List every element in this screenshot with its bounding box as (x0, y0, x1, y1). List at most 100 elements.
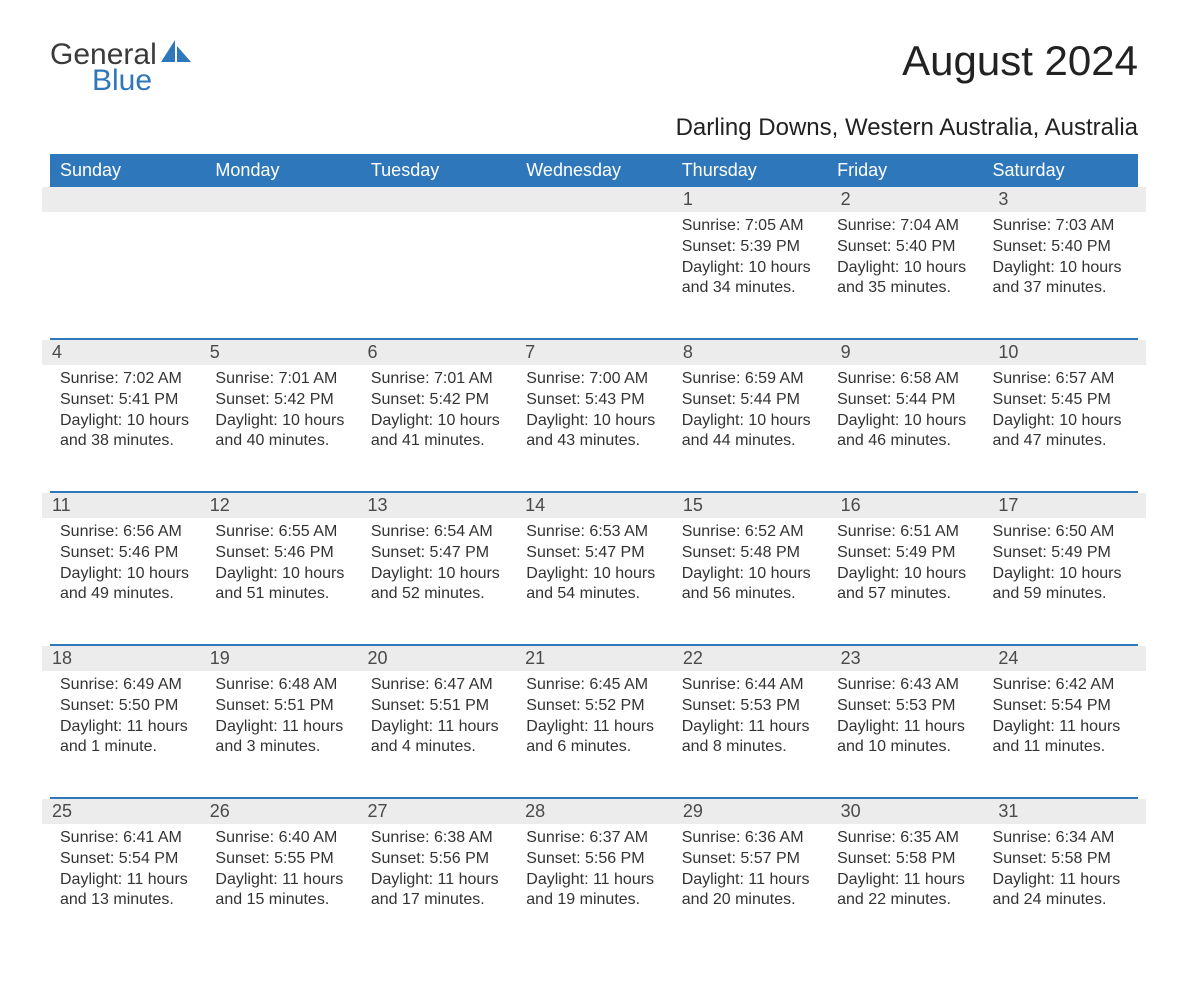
sunrise-text: Sunrise: 7:01 AM (215, 369, 350, 390)
daylight2-text: and 3 minutes. (215, 737, 350, 758)
day-body: Sunrise: 6:51 AMSunset: 5:49 PMDaylight:… (835, 522, 974, 605)
day-body: Sunrise: 6:37 AMSunset: 5:56 PMDaylight:… (524, 828, 663, 911)
day-cell: Sunrise: 6:48 AMSunset: 5:51 PMDaylight:… (205, 675, 360, 797)
daylight2-text: and 10 minutes. (837, 737, 972, 758)
sunrise-text: Sunrise: 6:54 AM (371, 522, 506, 543)
day-number: 8 (673, 340, 831, 365)
day-body: Sunrise: 6:59 AMSunset: 5:44 PMDaylight:… (680, 369, 819, 452)
day-cell: Sunrise: 6:38 AMSunset: 5:56 PMDaylight:… (361, 828, 516, 950)
day-body: Sunrise: 6:43 AMSunset: 5:53 PMDaylight:… (835, 675, 974, 758)
day-cell: Sunrise: 6:41 AMSunset: 5:54 PMDaylight:… (50, 828, 205, 950)
day-body: Sunrise: 7:02 AMSunset: 5:41 PMDaylight:… (58, 369, 197, 452)
sunrise-text: Sunrise: 6:57 AM (993, 369, 1128, 390)
week-row: 11121314151617Sunrise: 6:56 AMSunset: 5:… (50, 491, 1138, 644)
day-cell (50, 216, 205, 338)
day-body: Sunrise: 6:35 AMSunset: 5:58 PMDaylight:… (835, 828, 974, 911)
day-number: 26 (200, 799, 358, 824)
day-body: Sunrise: 6:38 AMSunset: 5:56 PMDaylight:… (369, 828, 508, 911)
daylight1-text: Daylight: 10 hours (60, 411, 195, 432)
sunset-text: Sunset: 5:54 PM (993, 696, 1128, 717)
daylight1-text: Daylight: 11 hours (371, 870, 506, 891)
sunset-text: Sunset: 5:54 PM (60, 849, 195, 870)
day-cell: Sunrise: 6:54 AMSunset: 5:47 PMDaylight:… (361, 522, 516, 644)
sunset-text: Sunset: 5:46 PM (60, 543, 195, 564)
day-body: Sunrise: 7:04 AMSunset: 5:40 PMDaylight:… (835, 216, 974, 299)
sunrise-text: Sunrise: 6:59 AM (682, 369, 817, 390)
day-cell: Sunrise: 6:43 AMSunset: 5:53 PMDaylight:… (827, 675, 982, 797)
day-body: Sunrise: 6:48 AMSunset: 5:51 PMDaylight:… (213, 675, 352, 758)
daylight1-text: Daylight: 11 hours (371, 717, 506, 738)
sunrise-text: Sunrise: 6:48 AM (215, 675, 350, 696)
day-cell: Sunrise: 7:03 AMSunset: 5:40 PMDaylight:… (983, 216, 1138, 338)
day-cell: Sunrise: 7:01 AMSunset: 5:42 PMDaylight:… (361, 369, 516, 491)
sunset-text: Sunset: 5:46 PM (215, 543, 350, 564)
day-number (357, 187, 515, 212)
sunset-text: Sunset: 5:53 PM (837, 696, 972, 717)
day-number: 6 (357, 340, 515, 365)
daylight1-text: Daylight: 10 hours (526, 411, 661, 432)
daylight2-text: and 24 minutes. (993, 890, 1128, 911)
daylight1-text: Daylight: 10 hours (993, 258, 1128, 279)
sunset-text: Sunset: 5:48 PM (682, 543, 817, 564)
daylight2-text: and 13 minutes. (60, 890, 195, 911)
sunrise-text: Sunrise: 6:42 AM (993, 675, 1128, 696)
day-body: Sunrise: 6:40 AMSunset: 5:55 PMDaylight:… (213, 828, 352, 911)
daylight1-text: Daylight: 10 hours (215, 564, 350, 585)
day-cell: Sunrise: 7:02 AMSunset: 5:41 PMDaylight:… (50, 369, 205, 491)
sunset-text: Sunset: 5:56 PM (371, 849, 506, 870)
day-cell: Sunrise: 6:47 AMSunset: 5:51 PMDaylight:… (361, 675, 516, 797)
daylight2-text: and 49 minutes. (60, 584, 195, 605)
day-number: 29 (673, 799, 831, 824)
daylight1-text: Daylight: 11 hours (60, 717, 195, 738)
day-number: 31 (988, 799, 1146, 824)
sunset-text: Sunset: 5:44 PM (682, 390, 817, 411)
day-cell: Sunrise: 6:56 AMSunset: 5:46 PMDaylight:… (50, 522, 205, 644)
daylight1-text: Daylight: 11 hours (215, 870, 350, 891)
day-cell: Sunrise: 7:04 AMSunset: 5:40 PMDaylight:… (827, 216, 982, 338)
sunset-text: Sunset: 5:57 PM (682, 849, 817, 870)
day-cell: Sunrise: 6:44 AMSunset: 5:53 PMDaylight:… (672, 675, 827, 797)
daylight1-text: Daylight: 11 hours (993, 870, 1128, 891)
daylight2-text: and 34 minutes. (682, 278, 817, 299)
day-cell: Sunrise: 6:59 AMSunset: 5:44 PMDaylight:… (672, 369, 827, 491)
weekday-header: Friday (827, 154, 982, 187)
daylight1-text: Daylight: 11 hours (993, 717, 1128, 738)
day-body: Sunrise: 6:36 AMSunset: 5:57 PMDaylight:… (680, 828, 819, 911)
day-body: Sunrise: 6:34 AMSunset: 5:58 PMDaylight:… (991, 828, 1130, 911)
sunrise-text: Sunrise: 6:56 AM (60, 522, 195, 543)
sunrise-text: Sunrise: 7:02 AM (60, 369, 195, 390)
daylight2-text: and 37 minutes. (993, 278, 1128, 299)
sunrise-text: Sunrise: 6:40 AM (215, 828, 350, 849)
daylight1-text: Daylight: 11 hours (526, 717, 661, 738)
daylight1-text: Daylight: 10 hours (60, 564, 195, 585)
day-number-bar: 123 (42, 187, 1146, 212)
sunrise-text: Sunrise: 6:49 AM (60, 675, 195, 696)
day-body: Sunrise: 7:05 AMSunset: 5:39 PMDaylight:… (680, 216, 819, 299)
daylight2-text: and 35 minutes. (837, 278, 972, 299)
daylight2-text: and 41 minutes. (371, 431, 506, 452)
daylight1-text: Daylight: 11 hours (682, 717, 817, 738)
daylight2-text: and 59 minutes. (993, 584, 1128, 605)
sunset-text: Sunset: 5:51 PM (371, 696, 506, 717)
sunrise-text: Sunrise: 6:43 AM (837, 675, 972, 696)
day-number: 21 (515, 646, 673, 671)
daylight1-text: Daylight: 10 hours (837, 411, 972, 432)
sunrise-text: Sunrise: 6:36 AM (682, 828, 817, 849)
weekday-header: Wednesday (516, 154, 671, 187)
day-body: Sunrise: 7:00 AMSunset: 5:43 PMDaylight:… (524, 369, 663, 452)
sunrise-text: Sunrise: 6:35 AM (837, 828, 972, 849)
daylight1-text: Daylight: 10 hours (837, 258, 972, 279)
daylight2-text: and 44 minutes. (682, 431, 817, 452)
week-row: 18192021222324Sunrise: 6:49 AMSunset: 5:… (50, 644, 1138, 797)
day-number: 11 (42, 493, 200, 518)
sunset-text: Sunset: 5:41 PM (60, 390, 195, 411)
day-cell: Sunrise: 6:35 AMSunset: 5:58 PMDaylight:… (827, 828, 982, 950)
day-number (42, 187, 200, 212)
day-body: Sunrise: 6:57 AMSunset: 5:45 PMDaylight:… (991, 369, 1130, 452)
day-number: 19 (200, 646, 358, 671)
daylight1-text: Daylight: 11 hours (837, 717, 972, 738)
day-number: 5 (200, 340, 358, 365)
day-number: 22 (673, 646, 831, 671)
day-cell: Sunrise: 6:51 AMSunset: 5:49 PMDaylight:… (827, 522, 982, 644)
weekday-header-row: SundayMondayTuesdayWednesdayThursdayFrid… (50, 154, 1138, 187)
